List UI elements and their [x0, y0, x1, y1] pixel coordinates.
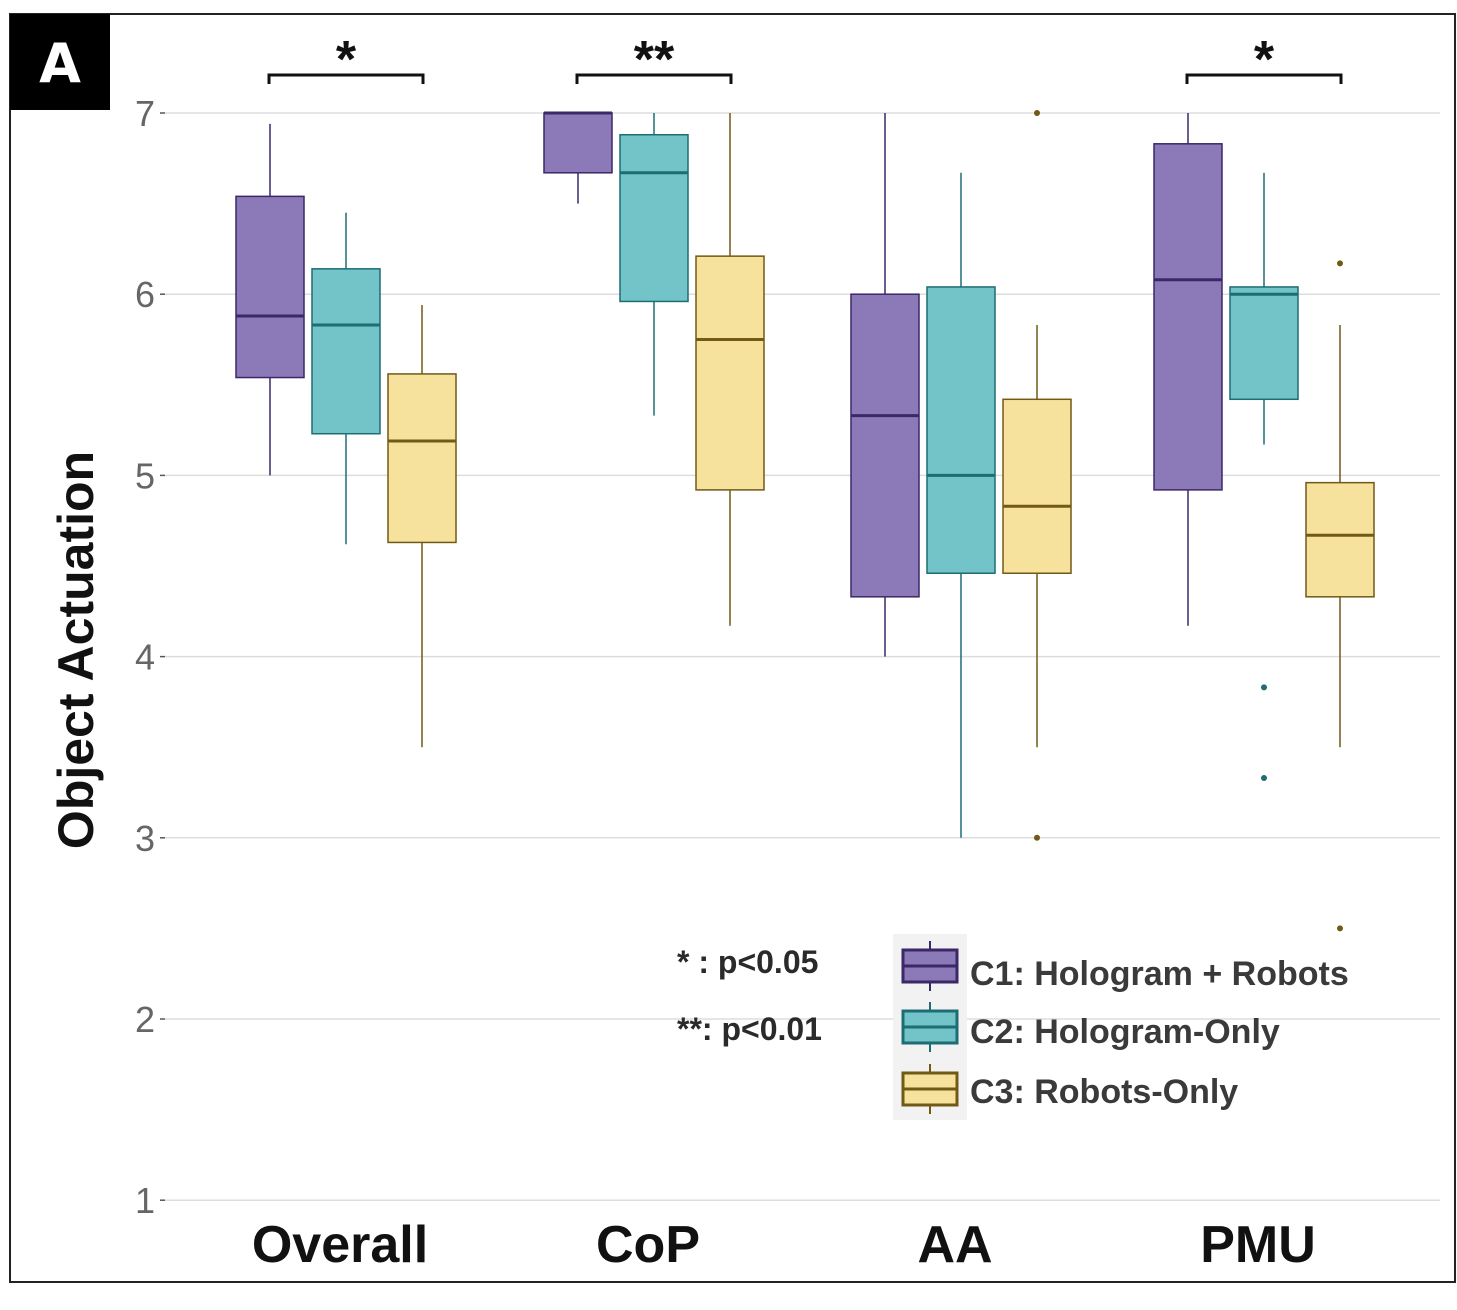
legend-label-c2: C2: Hologram-Only [970, 1013, 1280, 1051]
y-tick-label-3: 3 [135, 818, 155, 859]
legend-key-c3 [901, 1064, 959, 1114]
box-iqr [543, 112, 613, 174]
outlier-point-2 [1337, 925, 1343, 932]
box-cop-c1 [543, 111, 613, 204]
significance-bracket-cop: ** [575, 31, 733, 89]
legend-label-c3: C3: Robots-Only [970, 1073, 1238, 1111]
significance-stars: * [336, 31, 357, 89]
significance-stars: ** [634, 31, 675, 89]
outlier-point-1 [1337, 260, 1343, 267]
bracket-line [575, 73, 733, 84]
box-aa-c1 [850, 113, 920, 657]
significance-layer: * ** * [267, 31, 1343, 89]
significance-bracket-overall: * [267, 31, 425, 89]
significance-stars: * [1254, 31, 1275, 89]
box-iqr [387, 373, 457, 544]
outlier-point-2 [1034, 834, 1040, 841]
y-tick-label-2: 2 [135, 999, 155, 1040]
bracket-line [267, 73, 425, 84]
outer-frame [9, 13, 1456, 1283]
legend-keys [901, 941, 959, 1114]
box-pmu-c3 [1305, 260, 1375, 932]
outlier-point-1 [1261, 684, 1267, 691]
box-iqr [1002, 398, 1072, 574]
legend-key-c2 [901, 1002, 959, 1052]
box-iqr [1229, 286, 1299, 401]
box-iqr [850, 293, 920, 598]
y-tick-label-6: 6 [135, 274, 155, 315]
box-overall-c1 [235, 123, 305, 476]
box-iqr [695, 255, 765, 491]
box-iqr [926, 286, 996, 574]
y-tick-label-1: 1 [135, 1180, 155, 1221]
box-iqr [1153, 143, 1223, 491]
panel-label-box [10, 14, 110, 110]
axis-layer: 1 2 3 4 5 6 7 Overall CoP AA PMU [135, 93, 1316, 1274]
x-category-label-cop: CoP [596, 1216, 700, 1274]
box-pmu-c1 [1153, 113, 1223, 626]
box-cop-c2 [619, 113, 689, 416]
box-layer [235, 110, 1375, 932]
outlier-point-2 [1261, 775, 1267, 782]
y-tick-label-7: 7 [135, 93, 155, 134]
box-cop-c3 [695, 113, 765, 626]
box-iqr [235, 195, 305, 379]
box-overall-c2 [311, 212, 381, 545]
x-category-label-overall: Overall [252, 1216, 428, 1274]
legend-label-c1: C1: Hologram + Robots [970, 955, 1349, 993]
box-aa-c2 [926, 172, 996, 838]
y-tick-label-5: 5 [135, 455, 155, 496]
bracket-line [1185, 73, 1343, 84]
box-iqr [311, 268, 381, 435]
legend-note-p05: * : p<0.05 [677, 944, 818, 980]
x-category-label-pmu: PMU [1200, 1216, 1316, 1274]
box-iqr [1305, 481, 1375, 598]
outlier-point-1 [1034, 110, 1040, 116]
panel-label: A [39, 32, 81, 95]
y-tick-label-4: 4 [135, 637, 155, 678]
box-overall-c3 [387, 305, 457, 748]
significance-bracket-pmu: * [1185, 31, 1343, 89]
x-category-label-aa: AA [917, 1216, 992, 1274]
legend-key-c1 [901, 941, 959, 991]
legend-note-p01: **: p<0.01 [677, 1011, 822, 1047]
box-pmu-c2 [1229, 172, 1299, 782]
legend: C1: Hologram + Robots C2: Hologram-Only … [893, 934, 1349, 1120]
y-axis-label: Object Actuation [48, 451, 104, 849]
box-aa-c3 [1002, 110, 1072, 841]
box-iqr [619, 133, 689, 303]
